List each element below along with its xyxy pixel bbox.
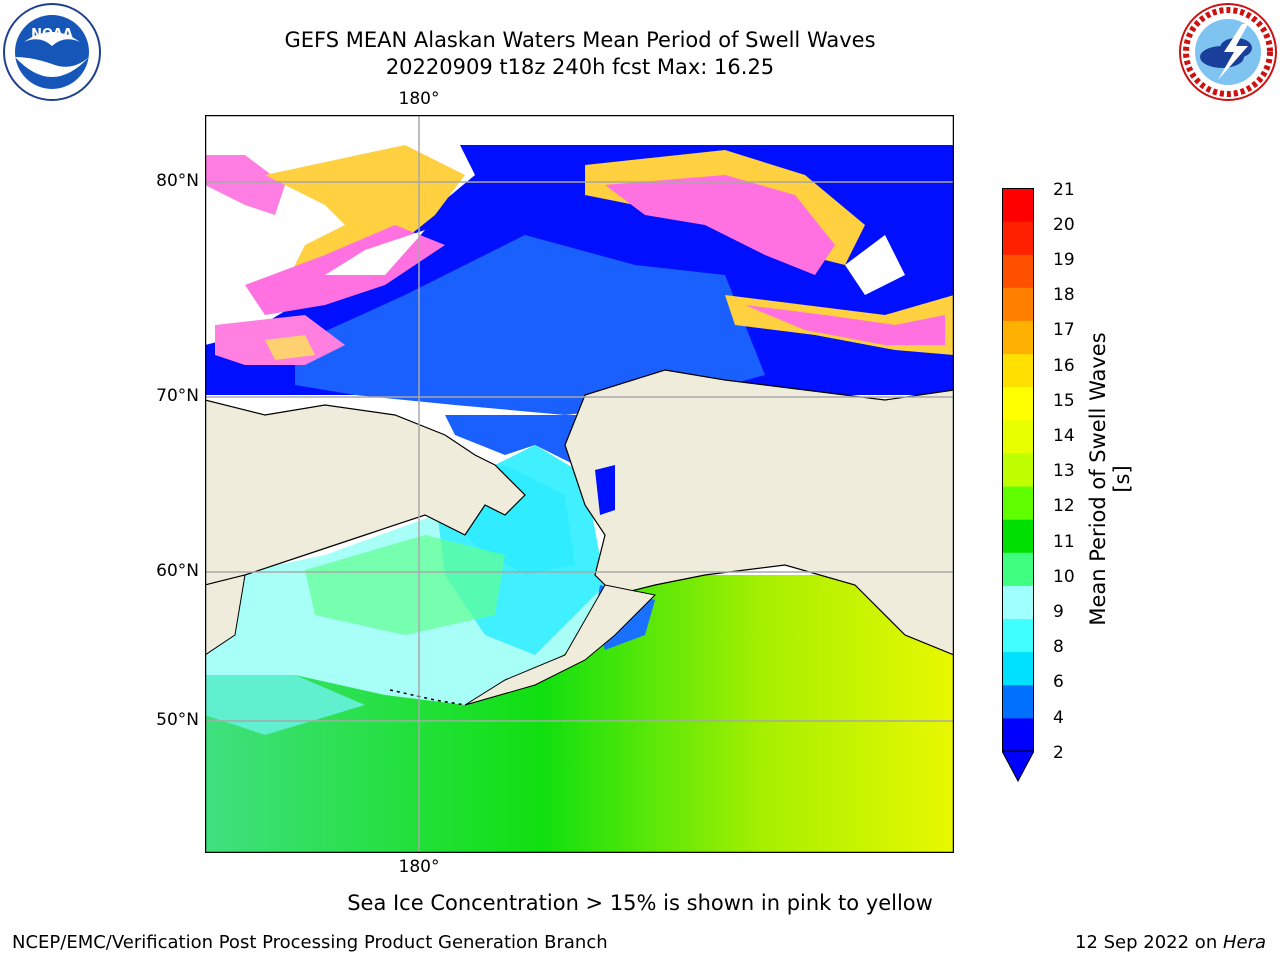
colorbar-extend-arrow (1001, 750, 1035, 783)
map-subtitle: 20220909 t18z 240h fcst Max: 16.25 (385, 55, 775, 79)
colorbar-tick: 21 (1053, 180, 1075, 200)
swell-period-map (204, 114, 955, 854)
colorbar-tick: 14 (1053, 426, 1075, 446)
footer-branch: NCEP/EMC/Verification Post Processing Pr… (12, 932, 608, 953)
colorbar-tick: 15 (1053, 391, 1075, 411)
nws-logo (1178, 2, 1278, 102)
colorbar-segment (1002, 519, 1034, 553)
colorbar-label: Mean Period of Swell Waves [s] (1086, 332, 1134, 626)
graticule (205, 115, 954, 853)
colorbar-segment (1002, 486, 1034, 520)
footer-date: 12 Sep 2022 on Hera (1075, 932, 1266, 953)
colorbar-segment (1002, 320, 1034, 355)
colorbar-segment (1002, 419, 1034, 454)
sea-ice-caption: Sea Ice Concentration > 15% is shown in … (347, 891, 933, 915)
chukotka-land (204, 399, 526, 586)
lat-label-50: 50°N (156, 710, 199, 730)
lon-label-top: 180° (398, 89, 440, 109)
colorbar-tick: 17 (1053, 320, 1075, 340)
colorbar-segment (1002, 717, 1034, 752)
colorbar-segment (1002, 618, 1034, 653)
colorbar-segment (1002, 353, 1034, 388)
colorbar-tick: 19 (1053, 250, 1075, 270)
colorbar-tick: 13 (1053, 461, 1075, 481)
colorbar-tick: 9 (1053, 602, 1064, 622)
colorbar-segment (1002, 254, 1034, 288)
colorbar-tick: 6 (1053, 672, 1064, 692)
lon-label-bottom: 180° (398, 857, 440, 877)
colorbar-scale (1001, 188, 1035, 783)
colorbar-tick: 11 (1053, 532, 1075, 552)
colorbar-tick: 18 (1053, 285, 1075, 305)
noaa-logo: NOAA (2, 2, 102, 102)
colorbar-tick: 4 (1053, 708, 1064, 728)
lat-label-70: 70°N (156, 386, 199, 406)
colorbar-segment (1002, 585, 1034, 620)
colorbar-segment (1002, 651, 1034, 686)
colorbar-segment (1002, 188, 1034, 222)
lat-label-60: 60°N (156, 561, 199, 581)
colorbar-segment (1002, 684, 1034, 719)
colorbar-tick: 10 (1053, 567, 1075, 587)
colorbar-tick: 8 (1053, 637, 1064, 657)
colorbar-segment (1002, 452, 1034, 487)
colorbar-tick: 2 (1053, 743, 1064, 763)
colorbar (1001, 188, 1035, 783)
colorbar-tick: 16 (1053, 356, 1075, 376)
map-title: GEFS MEAN Alaskan Waters Mean Period of … (284, 28, 876, 52)
colorbar-tick: 12 (1053, 496, 1075, 516)
colorbar-segment (1002, 386, 1034, 421)
colorbar-segment (1002, 221, 1034, 255)
colorbar-segment (1002, 287, 1034, 321)
footer-date-text: 12 Sep 2022 on (1075, 932, 1223, 953)
alaska-land (564, 369, 955, 656)
colorbar-tick: 20 (1053, 215, 1075, 235)
lat-label-80: 80°N (156, 171, 199, 191)
footer-machine: Hera (1222, 932, 1266, 953)
svg-text:NOAA: NOAA (31, 27, 73, 42)
map-panel (204, 114, 955, 854)
colorbar-segment (1002, 552, 1034, 586)
colorbar-frame (1002, 188, 1034, 752)
